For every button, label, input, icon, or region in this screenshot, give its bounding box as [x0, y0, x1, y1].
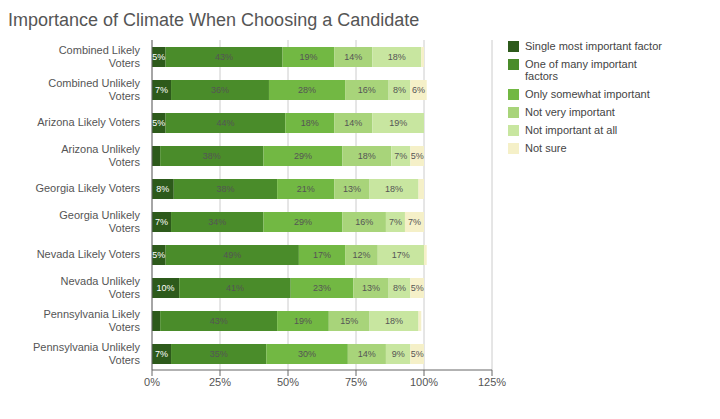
svg-text:14%: 14% — [358, 349, 376, 359]
svg-text:19%: 19% — [299, 52, 317, 62]
svg-text:Pennsylvania LikelyVoters: Pennsylvania LikelyVoters — [43, 308, 140, 333]
svg-text:125%: 125% — [478, 376, 506, 388]
svg-text:Georgia Likely Voters: Georgia Likely Voters — [35, 182, 140, 194]
svg-text:Georgia UnlikelyVoters: Georgia UnlikelyVoters — [59, 209, 140, 234]
svg-text:7%: 7% — [389, 217, 402, 227]
svg-text:44%: 44% — [216, 118, 234, 128]
svg-text:7%: 7% — [155, 85, 168, 95]
svg-text:10%: 10% — [157, 283, 175, 293]
svg-text:50%: 50% — [277, 376, 299, 388]
svg-text:5%: 5% — [411, 349, 424, 359]
svg-text:38%: 38% — [203, 151, 221, 161]
html-text:Not sure: Not sure — [525, 142, 567, 154]
svg-text:17%: 17% — [313, 250, 331, 260]
svg-text:19%: 19% — [389, 118, 407, 128]
svg-text:Combined LikelyVoters: Combined LikelyVoters — [59, 44, 141, 69]
svg-text:34%: 34% — [208, 217, 226, 227]
svg-text:21%: 21% — [297, 184, 315, 194]
svg-text:30%: 30% — [298, 349, 316, 359]
svg-text:16%: 16% — [355, 217, 373, 227]
svg-text:Nevada Likely Voters: Nevada Likely Voters — [37, 248, 141, 260]
svg-text:18%: 18% — [301, 118, 319, 128]
svg-text:8%: 8% — [393, 85, 406, 95]
svg-text:75%: 75% — [345, 376, 367, 388]
svg-text:18%: 18% — [388, 52, 406, 62]
svg-text:7%: 7% — [155, 217, 168, 227]
svg-text:Arizona UnlikelyVoters: Arizona UnlikelyVoters — [61, 143, 140, 168]
svg-text:41%: 41% — [226, 283, 244, 293]
svg-text:Arizona Likely Voters: Arizona Likely Voters — [37, 116, 140, 128]
svg-text:5%: 5% — [411, 283, 424, 293]
svg-text:9%: 9% — [392, 349, 405, 359]
svg-text:29%: 29% — [294, 151, 312, 161]
svg-text:18%: 18% — [385, 184, 403, 194]
svg-text:7%: 7% — [155, 349, 168, 359]
svg-text:17%: 17% — [392, 250, 410, 260]
svg-text:5%: 5% — [152, 52, 165, 62]
html-text:One of many important: One of many important — [525, 58, 637, 70]
svg-text:38%: 38% — [216, 184, 234, 194]
svg-text:8%: 8% — [156, 184, 169, 194]
svg-text:16%: 16% — [358, 85, 376, 95]
svg-text:0%: 0% — [144, 376, 160, 388]
svg-text:Combined UnlikelyVoters: Combined UnlikelyVoters — [48, 77, 140, 102]
svg-text:13%: 13% — [343, 184, 361, 194]
html-text:factors: factors — [525, 70, 558, 82]
svg-text:14%: 14% — [344, 118, 362, 128]
svg-text:43%: 43% — [210, 316, 228, 326]
html-text:Not very important: Not very important — [525, 106, 615, 118]
svg-text:35%: 35% — [210, 349, 228, 359]
svg-text:15%: 15% — [340, 316, 358, 326]
svg-text:23%: 23% — [313, 283, 331, 293]
svg-text:36%: 36% — [211, 85, 229, 95]
svg-text:25%: 25% — [209, 376, 231, 388]
svg-text:18%: 18% — [385, 316, 403, 326]
svg-text:Pennsylvania UnlikelyVoters: Pennsylvania UnlikelyVoters — [33, 341, 140, 366]
html-text:Single most important factor: Single most important factor — [525, 40, 662, 52]
svg-text:43%: 43% — [215, 52, 233, 62]
svg-text:12%: 12% — [352, 250, 370, 260]
html-text:Not important at all: Not important at all — [525, 124, 618, 136]
svg-text:19%: 19% — [294, 316, 312, 326]
svg-text:5%: 5% — [411, 151, 424, 161]
svg-text:5%: 5% — [152, 118, 165, 128]
svg-text:7%: 7% — [394, 151, 407, 161]
svg-text:49%: 49% — [223, 250, 241, 260]
svg-text:18%: 18% — [358, 151, 376, 161]
svg-text:13%: 13% — [362, 283, 380, 293]
svg-text:5%: 5% — [152, 250, 165, 260]
svg-text:29%: 29% — [294, 217, 312, 227]
svg-text:100%: 100% — [410, 376, 438, 388]
svg-text:6%: 6% — [412, 85, 425, 95]
svg-text:8%: 8% — [393, 283, 406, 293]
html-text:Only somewhat important: Only somewhat important — [525, 88, 650, 100]
svg-text:Nevada UnlikelyVoters: Nevada UnlikelyVoters — [61, 275, 141, 300]
svg-text:28%: 28% — [298, 85, 316, 95]
html-text:Importance of Climate When Cho: Importance of Climate When Choosing a Ca… — [8, 10, 420, 30]
svg-text:7%: 7% — [408, 217, 421, 227]
svg-text:14%: 14% — [344, 52, 362, 62]
